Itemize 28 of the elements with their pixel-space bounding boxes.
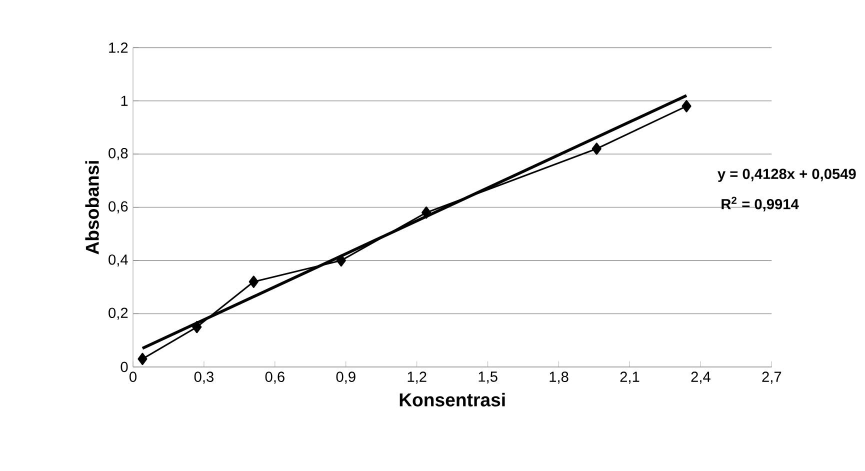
point [336, 254, 346, 267]
point [422, 206, 432, 219]
y-tick-label: 0,6 [108, 201, 128, 214]
y-tick-label: 1 [121, 96, 128, 106]
x-tick-label: 1,8 [550, 372, 568, 384]
x-tick-label: 0,9 [336, 372, 356, 384]
point [192, 320, 202, 334]
point [138, 352, 148, 366]
x-tick-label: 1,2 [408, 372, 426, 384]
point [592, 142, 602, 155]
y-axis-title: Absobansi [85, 161, 99, 254]
point [682, 100, 692, 112]
x-tick-label: 2,4 [691, 372, 710, 384]
y-tick-label: 0 [120, 362, 128, 372]
x-tick-label: 0 [130, 372, 136, 382]
y-tick-label: 0,8 [108, 148, 128, 160]
y-tick-label: 0,2 [108, 308, 128, 320]
x-tick-label: 2,7 [762, 372, 782, 384]
annotation: y = 0,4128x + 0,0549 [718, 168, 856, 182]
x-tick-label: 0,6 [265, 372, 284, 384]
point [248, 276, 258, 288]
annotation: R$^{2}$ = 0,9914 [722, 196, 799, 212]
y-tick-label: 0,4 [108, 254, 128, 267]
x-axis-title: Konsentrasi [400, 392, 505, 407]
x-tick-label: 1,5 [478, 372, 498, 384]
x-tick-label: 2,1 [620, 372, 640, 384]
y-tick-label: 1.2 [109, 42, 128, 53]
x-tick-label: 0,3 [194, 372, 214, 384]
